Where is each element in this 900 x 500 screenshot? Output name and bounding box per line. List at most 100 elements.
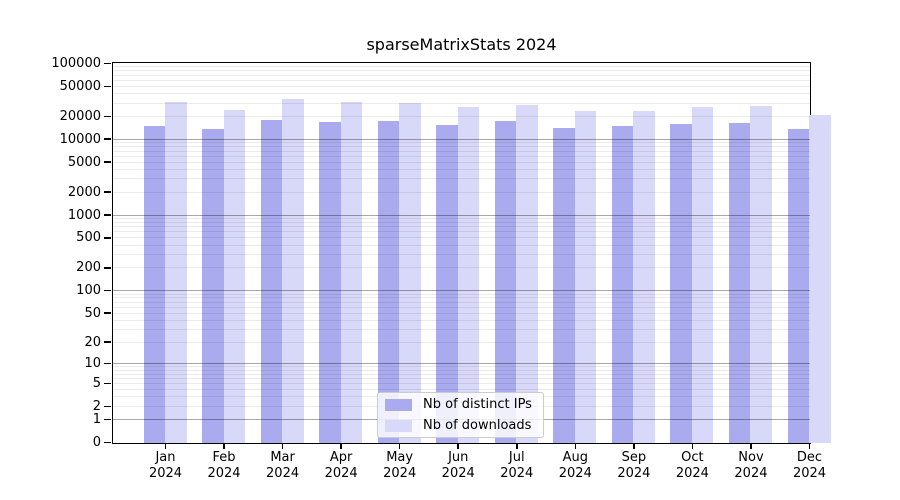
bar-distinct-ips-aug-2024	[553, 127, 575, 443]
x-tick-label-line: 2024	[500, 466, 534, 481]
bar-distinct-ips-dec-2024	[787, 129, 809, 443]
y-tick-label: 0	[92, 435, 101, 450]
plot-area	[112, 62, 831, 444]
x-tick-label-line: 2024	[558, 466, 592, 481]
x-tick-label-line: Oct	[681, 450, 704, 465]
x-tick-label-line: Dec	[796, 450, 823, 465]
y-tick-mark	[104, 382, 111, 385]
gridline	[113, 369, 810, 371]
bar-downloads-may-2024	[399, 102, 421, 443]
x-tick-label-line: 2024	[207, 466, 241, 481]
legend-item-downloads: Nb of downloads	[385, 418, 543, 433]
legend-label-distinct-ips: Nb of distinct IPs	[423, 397, 532, 412]
x-tick-mark	[808, 444, 811, 449]
y-tick-mark	[104, 362, 111, 365]
y-tick-mark	[104, 312, 111, 314]
gridline	[113, 389, 810, 391]
y-tick-mark	[104, 405, 111, 408]
y-tick-label: 2	[92, 398, 101, 414]
bar-downloads-feb-2024	[223, 109, 246, 443]
gridline	[113, 66, 810, 68]
y-tick-label: 5000	[67, 154, 101, 170]
y-tick-label: 100	[76, 283, 101, 299]
bar-downloads-jan-2024	[165, 101, 187, 443]
y-tick-mark	[104, 289, 111, 292]
gridline	[113, 226, 810, 228]
gridline-decade	[113, 363, 810, 365]
gridline	[113, 168, 810, 170]
gridline	[113, 267, 810, 269]
y-tick-label: 20000	[59, 108, 101, 124]
gridline	[113, 142, 810, 144]
x-tick-mark	[457, 444, 460, 449]
gridline	[113, 161, 810, 163]
y-tick-mark	[104, 341, 111, 344]
x-tick-mark	[223, 444, 225, 449]
legend: Nb of distinct IPs Nb of downloads	[377, 392, 544, 438]
x-tick-label: May 2024	[372, 450, 428, 482]
y-tick-label: 20	[84, 334, 101, 350]
x-tick-mark	[633, 444, 635, 449]
gridline	[113, 312, 810, 314]
bar-distinct-ips-sep-2024	[611, 126, 634, 443]
x-tick-label: Jan 2024	[138, 450, 194, 482]
bar-downloads-mar-2024	[282, 99, 304, 443]
gridline	[113, 341, 810, 343]
bar-distinct-ips-jul-2024	[494, 120, 517, 443]
y-tick-label: 500	[76, 230, 101, 246]
y-tick-label: 2000	[67, 184, 101, 200]
gridline	[113, 377, 810, 379]
y-tick-mark	[104, 267, 111, 269]
gridline	[113, 366, 810, 368]
gridline	[113, 79, 810, 81]
y-tick-mark	[104, 418, 111, 421]
y-tick-mark	[104, 62, 111, 65]
x-tick-label: Oct 2024	[664, 450, 720, 482]
gridline	[113, 191, 810, 193]
gridline	[113, 93, 810, 95]
x-tick-mark	[691, 444, 694, 449]
y-tick-mark	[104, 115, 111, 118]
y-tick-mark	[104, 214, 111, 216]
x-tick-label-line: Sep	[621, 450, 647, 465]
x-tick-label-line: May	[386, 450, 414, 465]
x-tick-mark	[750, 444, 752, 449]
bar-distinct-ips-jan-2024	[143, 125, 165, 443]
y-tick-mark	[104, 237, 111, 239]
gridline	[113, 373, 810, 375]
gridline	[113, 237, 810, 239]
bar-downloads-nov-2024	[750, 105, 772, 443]
gridline	[113, 297, 810, 299]
x-tick-label-line: 2024	[148, 466, 183, 481]
x-tick-mark	[574, 444, 577, 449]
x-tick-label-line: Nov	[738, 450, 764, 465]
x-tick-label: Feb 2024	[196, 450, 252, 482]
bar-distinct-ips-mar-2024	[260, 119, 283, 443]
y-tick-label: 100000	[51, 56, 101, 71]
y-tick-label: 10	[84, 356, 101, 372]
y-tick-mark	[104, 191, 111, 194]
y-tick-label: 1	[92, 412, 101, 428]
x-tick-mark	[398, 444, 401, 449]
x-tick-label: Dec 2024	[782, 450, 838, 482]
legend-swatch-distinct-ips	[385, 398, 412, 411]
gridline	[113, 293, 810, 295]
legend-item-distinct-ips: Nb of distinct IPs	[385, 397, 543, 412]
x-tick-label-line: 2024	[266, 466, 300, 481]
gridline	[113, 231, 810, 233]
x-tick-label: Jul 2024	[489, 450, 545, 482]
bar-distinct-ips-may-2024	[377, 120, 400, 443]
x-tick-label-line: 2024	[734, 466, 768, 481]
y-tick-mark	[104, 441, 111, 444]
y-tick-label: 1000	[67, 207, 101, 223]
x-tick-label-line: 2024	[383, 466, 417, 481]
gridline	[113, 301, 810, 303]
y-tick-label: 50000	[59, 78, 101, 94]
x-tick-label-line: 2024	[675, 466, 709, 481]
gridline	[113, 150, 810, 152]
gridline-decade	[113, 290, 810, 292]
x-tick-mark	[340, 444, 342, 449]
x-tick-label: Mar 2024	[255, 450, 311, 482]
gridline	[113, 178, 810, 180]
bar-downloads-apr-2024	[340, 101, 363, 443]
